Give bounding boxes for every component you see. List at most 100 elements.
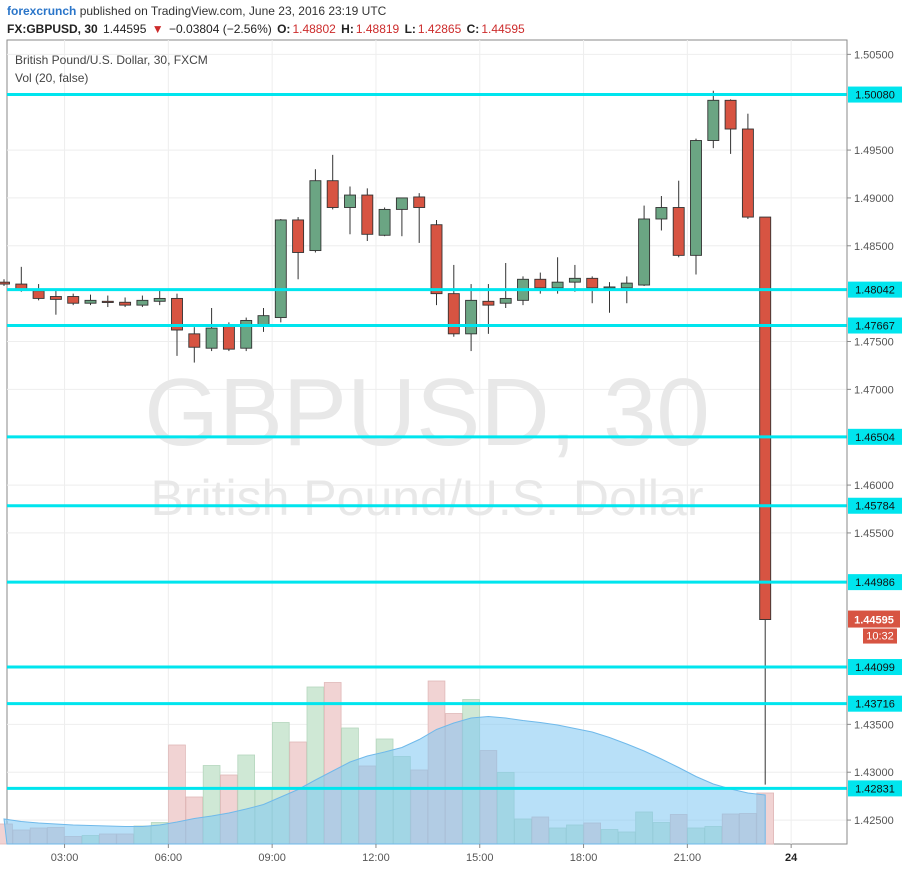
legend-title: British Pound/U.S. Dollar, 30, FXCM	[15, 53, 208, 67]
watermark-symbol: GBPUSD, 30	[144, 359, 710, 466]
candles	[0, 90, 772, 785]
candle-body	[378, 208, 391, 236]
time-tick-label: 24	[785, 852, 798, 864]
price-tick-label: 1.49000	[854, 193, 894, 205]
price-tick-label: 1.42500	[854, 815, 894, 827]
candle-body	[430, 224, 443, 295]
level-label: 1.45784	[855, 501, 895, 513]
volume-ma-area	[3, 715, 766, 845]
price-tick-label: 1.47500	[854, 337, 894, 349]
candle-body	[603, 286, 616, 289]
ohlc-line: FX:GBPUSD, 30 1.44595 ▼ −0.03804 (−2.56%…	[7, 22, 527, 36]
price-badges: 1.50080 1.48042 1.47667 1.46504 1.45784 1.449…	[848, 86, 902, 797]
price-tick-label: 1.47000	[854, 384, 894, 396]
legend: British Pound/U.S. Dollar, 30, FXCM Vol …	[15, 53, 208, 85]
candle-body	[551, 281, 564, 289]
candle-body	[395, 197, 408, 210]
candle-body	[568, 277, 581, 283]
candle-body	[292, 219, 305, 253]
price-tick-label: 1.49500	[854, 145, 894, 157]
price-axis: 1.50500 1.49500 1.49000 1.48500 1.47500 1.470…	[847, 49, 894, 827]
candle-body	[361, 194, 374, 235]
candle-body	[32, 290, 45, 299]
close-value: 1.44595	[481, 22, 525, 36]
price-tick-label: 1.43500	[854, 719, 894, 731]
close-label: C:	[466, 22, 480, 36]
author-link[interactable]: forexcrunch	[7, 4, 77, 18]
candle-body	[136, 299, 149, 306]
time-tick-label: 12:00	[362, 852, 390, 864]
price-tick-label: 1.43000	[854, 767, 894, 779]
candle-body	[153, 297, 166, 302]
change-value: −0.03804 (−2.56%)	[169, 22, 272, 36]
candle-body	[638, 218, 651, 286]
time-tick-label: 03:00	[51, 852, 79, 864]
candle-body	[119, 301, 132, 306]
countdown-label: 10:32	[866, 631, 894, 643]
candle-body	[188, 333, 201, 348]
high-label: H:	[341, 22, 354, 36]
candle-body	[759, 216, 772, 621]
candle-body	[690, 140, 702, 256]
candle-body	[0, 281, 10, 285]
legend-volume: Vol (20, false)	[15, 71, 88, 85]
level-label: 1.46504	[855, 432, 895, 444]
level-badge	[848, 695, 902, 712]
candle-body	[465, 299, 478, 335]
last-price: 1.44595	[103, 22, 147, 36]
time-tick-label: 09:00	[258, 852, 286, 864]
level-label: 1.47667	[855, 321, 895, 333]
countdown-badge	[863, 628, 897, 644]
open-value: 1.48802	[292, 22, 336, 36]
watermark-name: British Pound/U.S. Dollar	[150, 470, 703, 526]
level-badge	[848, 317, 902, 334]
time-tick-label: 15:00	[466, 852, 494, 864]
candle-body	[240, 319, 253, 349]
candle-body	[741, 128, 754, 218]
candle-body	[171, 297, 183, 331]
candle-body	[482, 300, 495, 306]
candle-body	[274, 219, 287, 319]
candle-body	[534, 278, 547, 289]
time-tick-label: 06:00	[155, 852, 183, 864]
high-value: 1.48819	[355, 22, 400, 36]
low-value: 1.42865	[417, 22, 462, 36]
symbol-label: FX:GBPUSD, 30	[7, 22, 98, 36]
candle-body	[67, 296, 80, 304]
level-label: 1.44986	[855, 577, 895, 589]
level-badge	[848, 86, 902, 103]
down-arrow-icon: ▼	[151, 22, 164, 36]
level-badge	[848, 281, 902, 298]
published-text: published on TradingView.com, June 23, 2…	[79, 4, 387, 18]
candle-body	[672, 207, 685, 256]
candle-body	[344, 194, 356, 208]
candle-body	[84, 299, 97, 304]
candle-body	[222, 325, 235, 350]
candle-body	[724, 99, 737, 130]
candle-body	[309, 180, 322, 252]
candle-body	[655, 207, 668, 220]
time-tick-label: 21:00	[674, 852, 702, 864]
candle-body	[205, 327, 218, 349]
level-badge	[848, 497, 902, 514]
level-label: 1.50080	[855, 90, 895, 102]
price-tick-label: 1.48500	[854, 241, 894, 253]
candle-body	[49, 296, 62, 300]
open-label: O:	[277, 22, 291, 36]
candle-body	[326, 180, 339, 208]
level-label: 1.43716	[855, 699, 895, 711]
candle-body	[447, 293, 460, 335]
level-badge	[848, 659, 902, 676]
current-price-label: 1.44595	[854, 615, 894, 627]
level-badge	[848, 574, 902, 591]
time-axis: 03:00 06:00 09:00 12:00 15:00 18:00 21:00 24	[51, 844, 798, 864]
level-label: 1.44099	[855, 662, 895, 674]
candle-body	[586, 277, 599, 289]
candle-body	[101, 300, 114, 303]
chart-header: forexcrunch published on TradingView.com…	[0, 0, 904, 40]
candle-body	[257, 315, 270, 326]
time-tick-label: 18:00	[570, 852, 598, 864]
level-label: 1.42831	[855, 783, 895, 795]
publish-line: forexcrunch published on TradingView.com…	[7, 4, 386, 18]
